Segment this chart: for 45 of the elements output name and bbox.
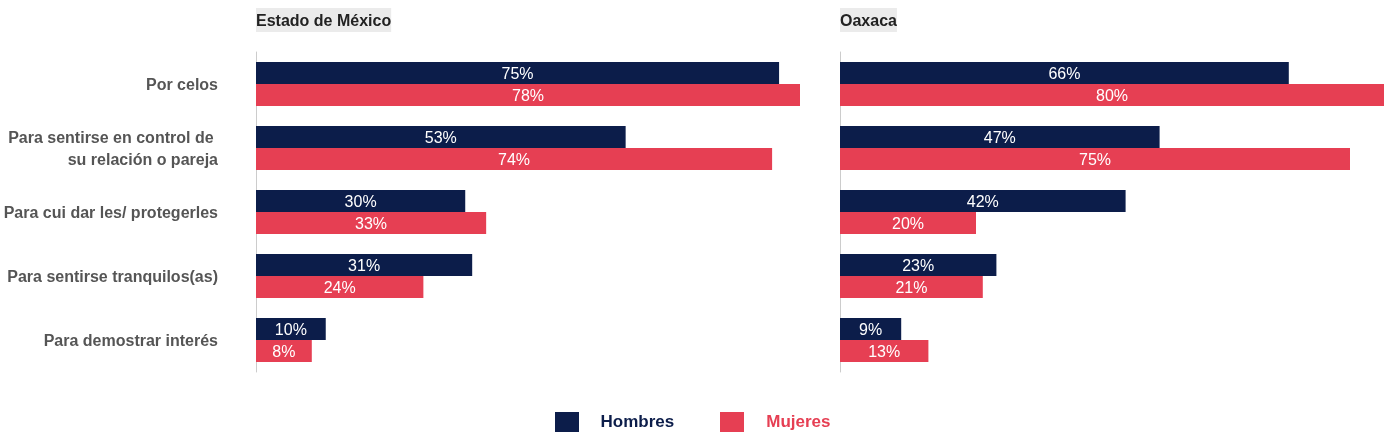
- data-label: 10%: [274, 320, 307, 338]
- data-label: 24%: [323, 278, 356, 296]
- bar: [256, 212, 487, 234]
- y-tick-label: Para cui dar les/ protegerles: [3, 203, 219, 221]
- bar: [256, 190, 466, 212]
- bar: [256, 254, 473, 276]
- data-label: 53%: [424, 128, 457, 146]
- bar: [256, 276, 424, 298]
- bar: [256, 148, 773, 170]
- bar: [840, 190, 1126, 212]
- bar: [256, 84, 800, 106]
- data-label: 78%: [511, 86, 545, 104]
- bar: [840, 62, 1289, 84]
- data-label: 80%: [1095, 86, 1129, 104]
- data-label: 33%: [355, 214, 388, 232]
- bar: [840, 84, 1384, 106]
- data-label: 30%: [344, 192, 377, 210]
- data-label: 21%: [895, 278, 928, 296]
- legend-label: Hombres: [600, 412, 675, 432]
- bar: [840, 212, 976, 234]
- bar: [840, 276, 983, 298]
- bar: [256, 126, 626, 148]
- data-label: 23%: [902, 256, 935, 274]
- bar: [256, 62, 780, 84]
- data-label: 66%: [1048, 64, 1081, 82]
- chart-title: Estado de México: [256, 11, 392, 29]
- chart-title: Oaxaca: [840, 11, 898, 29]
- y-tick-label: Para sentirse tranquilos(as): [7, 267, 218, 285]
- data-label: 75%: [1078, 150, 1112, 168]
- data-label: 74%: [498, 150, 531, 168]
- bar: [840, 148, 1350, 170]
- data-label: 20%: [891, 214, 925, 232]
- y-tick-label: Para demostrar interés: [43, 331, 219, 349]
- data-label: 75%: [501, 64, 534, 82]
- data-label: 9%: [859, 320, 883, 338]
- y-tick-label: Por celos: [145, 75, 219, 93]
- data-label: 47%: [983, 128, 1016, 146]
- data-label: 8%: [272, 342, 296, 360]
- bar: [840, 126, 1160, 148]
- data-label: 31%: [348, 256, 381, 274]
- y-tick-label: Para sentirse en control de su relación o pareja: [8, 128, 219, 168]
- data-label: 13%: [868, 342, 901, 360]
- legend-label: Mujeres: [766, 412, 831, 432]
- data-label: 42%: [966, 192, 999, 210]
- bar: [840, 254, 997, 276]
